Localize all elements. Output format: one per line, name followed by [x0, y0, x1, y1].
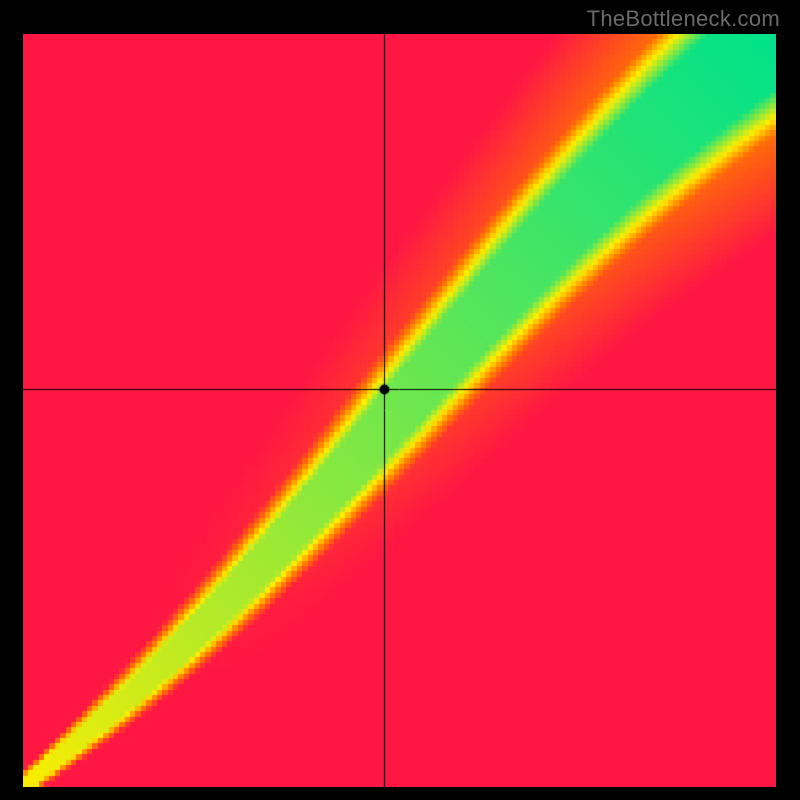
bottleneck-heatmap [23, 34, 776, 787]
watermark-text: TheBottleneck.com [587, 6, 780, 32]
chart-container: TheBottleneck.com [0, 0, 800, 800]
